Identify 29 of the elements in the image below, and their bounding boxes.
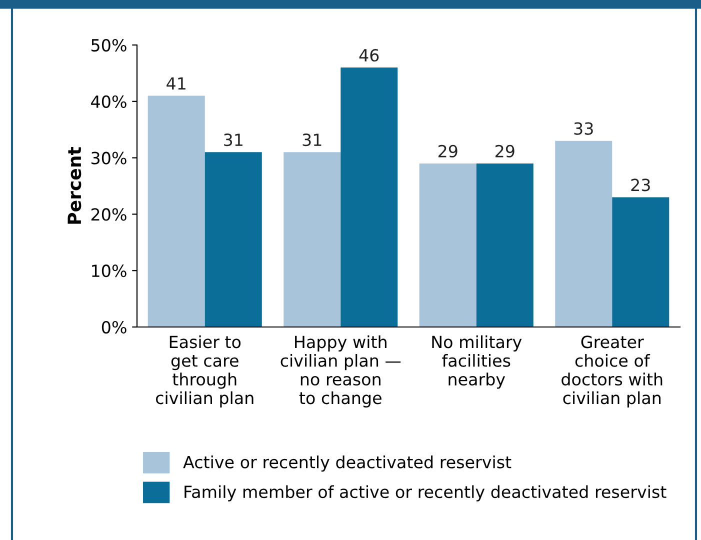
data-label: 23 bbox=[631, 178, 650, 192]
x-tick-label: Happy with civilian plan — no reason to change bbox=[280, 335, 401, 408]
bar bbox=[204, 152, 262, 327]
x-tick-label: Greater choice of doctors with civilian plan bbox=[562, 336, 662, 408]
y-tick-label: 0% bbox=[102, 320, 126, 334]
data-label: 29 bbox=[438, 144, 458, 158]
bar bbox=[419, 163, 476, 327]
legend-label: Active or recently deactivated reservist bbox=[183, 456, 512, 472]
x-tick-label: No military facilities nearby bbox=[432, 335, 522, 389]
bar bbox=[476, 163, 534, 327]
bar bbox=[148, 96, 205, 327]
legend-label: Family member of active or recently deactivated reservist bbox=[184, 485, 666, 502]
y-tick-label: 20% bbox=[91, 208, 126, 221]
data-label: 33 bbox=[574, 122, 593, 135]
data-label: 41 bbox=[166, 77, 186, 90]
data-label: 31 bbox=[224, 134, 242, 146]
y-axis-title: Percent bbox=[68, 147, 82, 224]
bar bbox=[612, 197, 670, 327]
bar bbox=[340, 68, 398, 327]
bar bbox=[555, 140, 612, 327]
y-tick-label: 40% bbox=[91, 95, 126, 108]
x-tick-label: Easier to get care through civilian plan bbox=[156, 335, 254, 408]
data-label: 29 bbox=[496, 144, 514, 158]
y-tick-label: 30% bbox=[92, 152, 126, 164]
bar bbox=[284, 152, 341, 327]
data-label: 46 bbox=[359, 48, 379, 62]
data-label: 31 bbox=[302, 134, 322, 146]
y-tick-label: 50% bbox=[92, 38, 126, 52]
y-tick-label: 10% bbox=[92, 264, 126, 278]
